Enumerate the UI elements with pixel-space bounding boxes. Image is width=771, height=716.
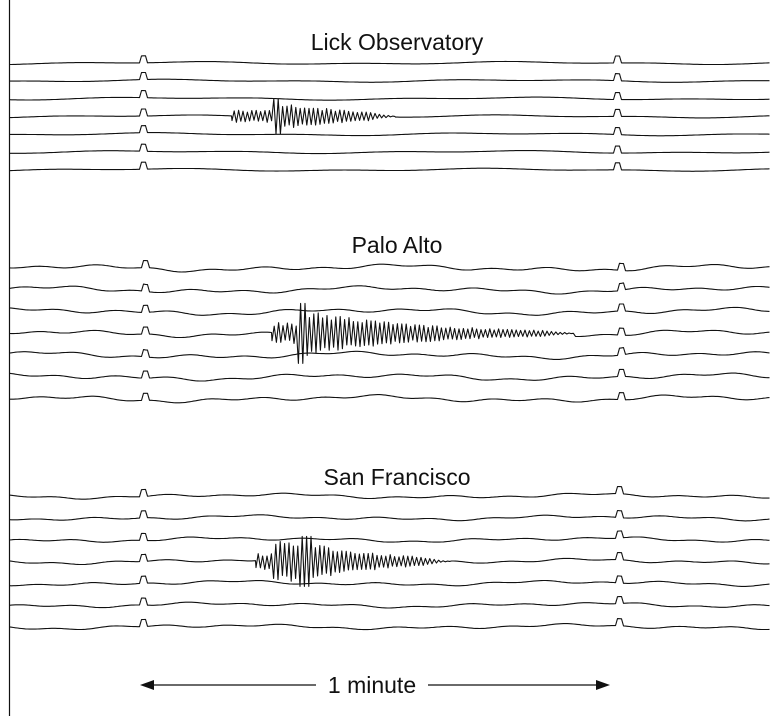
time-scale: 1 minute: [140, 672, 610, 698]
seismic-trace: [9, 530, 770, 543]
seismic-trace: [9, 595, 770, 609]
panel-palo-alto: Palo Alto: [9, 232, 770, 404]
seismic-trace: [9, 575, 770, 587]
traces-lick-observatory: [9, 55, 770, 172]
seismic-trace: [9, 71, 770, 83]
seismic-trace: [9, 303, 770, 316]
scale-arrow-left-head: [140, 680, 154, 690]
seismic-trace: [9, 486, 770, 500]
seismic-trace: [9, 618, 770, 631]
seismic-trace: [9, 392, 770, 404]
seismic-trace: [9, 161, 770, 172]
traces-san-francisco: [9, 486, 770, 631]
seismic-trace: [9, 260, 770, 273]
seismic-trace: [9, 368, 770, 382]
seismic-trace: [9, 90, 770, 101]
seismic-trace-with-earthquake: [9, 98, 770, 135]
seismic-trace: [9, 282, 770, 295]
panel-title-lick-observatory: Lick Observatory: [311, 29, 484, 55]
panel-title-palo-alto: Palo Alto: [352, 232, 443, 258]
seismic-trace-with-earthquake: [9, 535, 770, 587]
scale-arrow-right-head: [596, 680, 610, 690]
panel-title-san-francisco: San Francisco: [323, 464, 470, 490]
panel-san-francisco: San Francisco: [9, 464, 770, 631]
seismic-trace: [9, 55, 770, 66]
seismic-trace: [9, 347, 770, 360]
seismic-trace: [9, 125, 770, 137]
scale-label: 1 minute: [328, 672, 416, 698]
seismic-trace-with-earthquake: [9, 302, 770, 364]
seismic-trace: [9, 143, 770, 155]
panel-lick-observatory: Lick Observatory: [9, 29, 770, 172]
traces-palo-alto: [9, 260, 770, 404]
seismic-trace: [9, 509, 770, 522]
